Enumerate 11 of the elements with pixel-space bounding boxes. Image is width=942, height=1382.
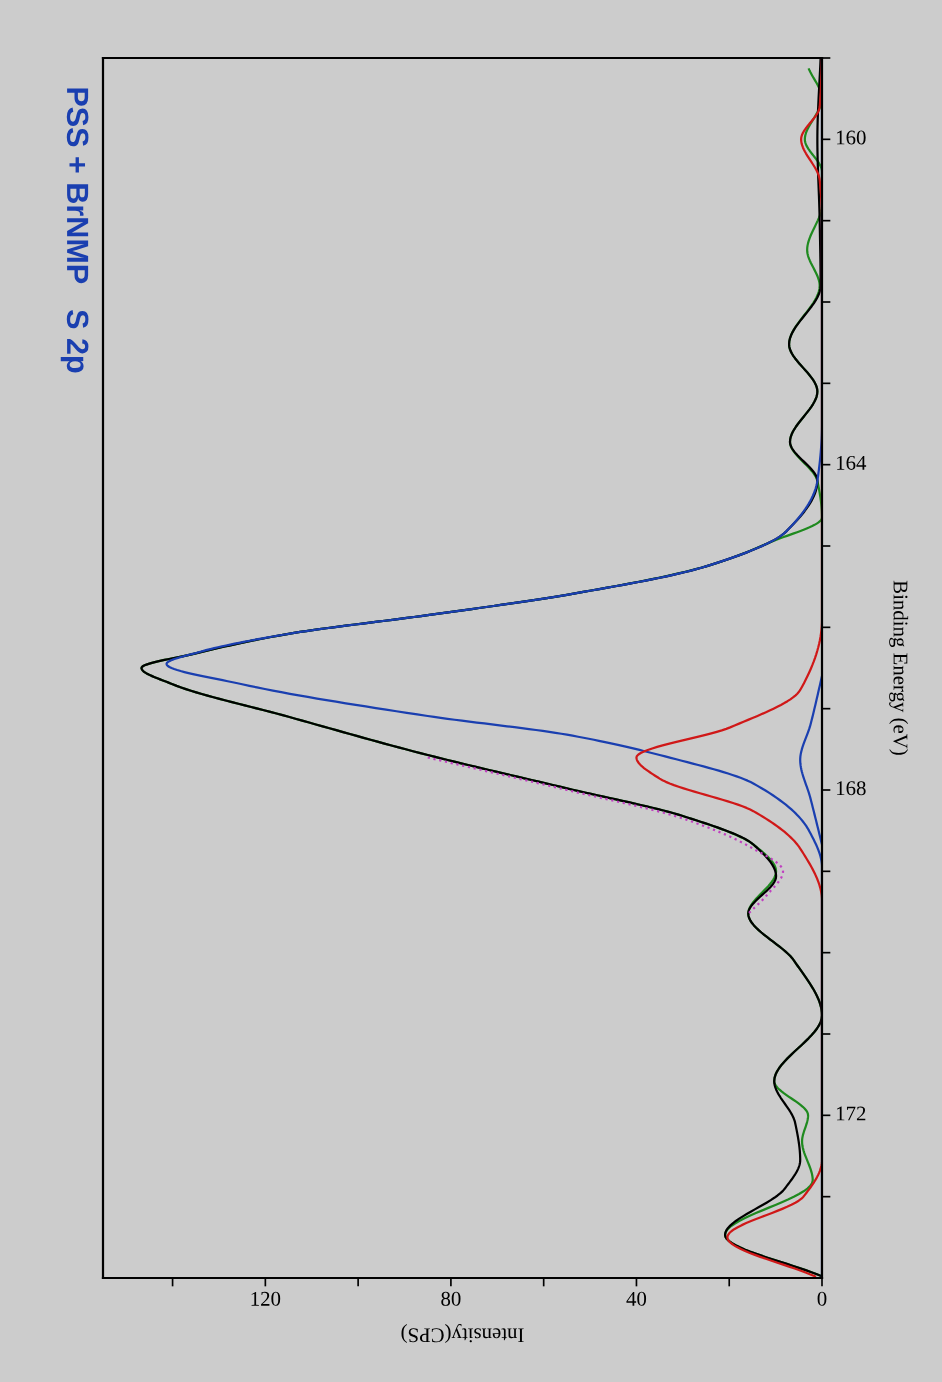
x-axis-title: Intensity(CPS) [401, 1323, 524, 1343]
x-tick-label: 40 [626, 1291, 647, 1306]
x-tick-label: 0 [817, 1291, 827, 1306]
y-tick-label: 168 [837, 781, 866, 796]
text: PSS + BrNMP S 2p [60, 88, 89, 373]
x-tick-label: 120 [251, 1291, 281, 1306]
y-tick-label: 172 [837, 1106, 866, 1121]
x-tick-label: 80 [441, 1291, 461, 1306]
y-tick-label: 160 [837, 130, 866, 145]
y-tick-label: 164 [837, 455, 867, 470]
y-axis-title: Binding Energy (eV) [889, 580, 909, 755]
